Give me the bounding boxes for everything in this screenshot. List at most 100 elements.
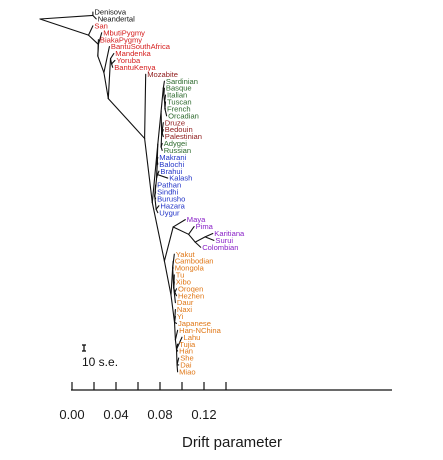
tip-label-burusho: Burusho [157, 194, 185, 203]
tip-label-dai: Dai [180, 361, 192, 370]
branch-she [176, 357, 180, 366]
branch-biakapygmy [97, 39, 99, 57]
branch-hazara [155, 205, 160, 210]
branch-cau [160, 133, 163, 148]
branch-arch [39, 14, 94, 20]
x-tick-label-1: 0.04 [103, 407, 128, 422]
tip-label-mongola: Mongola [175, 264, 205, 273]
branch-han-nchina [174, 329, 179, 341]
tip-label-biakapygmy: BiakaPygmy [100, 35, 142, 44]
tip-label-yi: Yi [177, 312, 184, 321]
branch-n2 [87, 34, 99, 46]
tip-label-bedouin: Bedouin [165, 125, 193, 134]
tip-label-uygur: Uygur [159, 208, 180, 217]
tip-label-colombian: Colombian [202, 243, 238, 252]
tip-label-adygei: Adygei [164, 139, 188, 148]
tip-label-tuscan: Tuscan [167, 98, 192, 107]
branch-uygur [155, 208, 159, 214]
tip-label-cambodian: Cambodian [175, 257, 214, 266]
tip-label-tu: Tu [176, 271, 185, 280]
x-tick-label-3: 0.12 [191, 407, 216, 422]
tip-label-karitiana: Karitiana [214, 229, 245, 238]
branch-eA [151, 202, 165, 262]
branch-tujia [175, 343, 179, 350]
branch-san [87, 25, 94, 36]
tip-label-kalash: Kalash [169, 174, 192, 183]
branch-italian [164, 94, 167, 103]
branch-am2 [172, 226, 190, 235]
tip-label-palestinian: Palestinian [165, 132, 202, 141]
branch-oroqen [174, 288, 178, 293]
tip-label-han-nchina: Han-NChina [179, 326, 222, 335]
branch-yi [173, 315, 176, 323]
tip-label-pima: Pima [196, 222, 214, 231]
branch-pima [188, 225, 195, 235]
tip-label-basque: Basque [166, 84, 192, 93]
branch-eu1 [160, 87, 164, 112]
branch-mozabite [144, 73, 147, 139]
branch-cambodian [172, 260, 174, 269]
tip-label-bantukenya: BantuKenya [114, 63, 156, 72]
tip-label-hezhen: Hezhen [178, 291, 204, 300]
tip-label-sardinian: Sardinian [166, 77, 198, 86]
branch-n7 [109, 58, 113, 65]
branch-palestinian [161, 132, 164, 138]
tree-tip-labels: DenisovaNeandertalSanMbutiPygmyBiakaPygm… [94, 8, 245, 377]
branch-hezhen [174, 291, 178, 297]
branch-am4 [194, 236, 206, 243]
branch-basque [163, 87, 165, 96]
tree-branches [39, 11, 215, 373]
branch-balochi [156, 160, 159, 165]
tip-label-mandenka: Mandenka [115, 49, 151, 58]
branch-me [160, 110, 163, 135]
branch-xibo [173, 281, 175, 289]
branch-brahui [157, 170, 160, 176]
x-tick-label-2: 0.08 [147, 407, 172, 422]
branch-colombian [194, 241, 202, 248]
branch-sa4 [154, 195, 157, 210]
branch-eu [157, 110, 162, 145]
tip-label-sindhi: Sindhi [157, 188, 178, 197]
tip-label-yakut: Yakut [176, 250, 196, 259]
branch-wE [151, 143, 159, 204]
tip-label-pathan: Pathan [157, 181, 181, 190]
x-tick-label-0: 0.00 [59, 407, 84, 422]
branch-n8 [107, 98, 146, 139]
tip-label-neandertal: Neandertal [98, 15, 135, 24]
branch-bantusouthafrica [103, 46, 110, 74]
tip-label-han: Han [179, 347, 193, 356]
branch-mandenka [109, 52, 115, 60]
branch-ea [163, 260, 172, 296]
tip-label-italian: Italian [167, 91, 187, 100]
branch-maya [172, 219, 186, 228]
scale-bar-label: 10 s.e. [82, 355, 118, 369]
branch-mbutipygmy [97, 32, 103, 46]
tip-label-mbutipygmy: MbutiPygmy [103, 28, 145, 37]
tip-label-daur: Daur [177, 298, 194, 307]
tip-label-hazara: Hazara [160, 201, 185, 210]
branch-n5 [103, 72, 109, 100]
branch-orcadian [164, 108, 168, 117]
tip-label-denisova: Denisova [94, 8, 126, 17]
tip-label-xibo: Xibo [176, 277, 191, 286]
tip-label-balochi: Balochi [159, 160, 184, 169]
tip-label-miao: Miao [179, 367, 195, 376]
branch-bantukenya [111, 63, 114, 68]
tip-label-san: San [94, 21, 108, 30]
branch-karitiana [204, 232, 214, 238]
tip-label-druze: Druze [165, 118, 185, 127]
branch-adygei [160, 142, 163, 148]
branch-bedouin [161, 129, 164, 134]
branch-surui [204, 236, 215, 241]
tip-label-mozabite: Mozabite [147, 70, 178, 79]
branch-n1 [39, 18, 90, 36]
tip-label-makrani: Makrani [159, 153, 186, 162]
tip-label-oroqen: Oroqen [178, 284, 203, 293]
branch-n6 [107, 58, 112, 100]
tip-label-tujia: Tujia [179, 340, 196, 349]
tip-label-bantusouthafrica: BantuSouthAfrica [111, 42, 171, 51]
tip-label-orcadian: Orcadian [168, 111, 199, 120]
branch-sindhi [154, 191, 157, 197]
tip-label-maya: Maya [187, 215, 206, 224]
